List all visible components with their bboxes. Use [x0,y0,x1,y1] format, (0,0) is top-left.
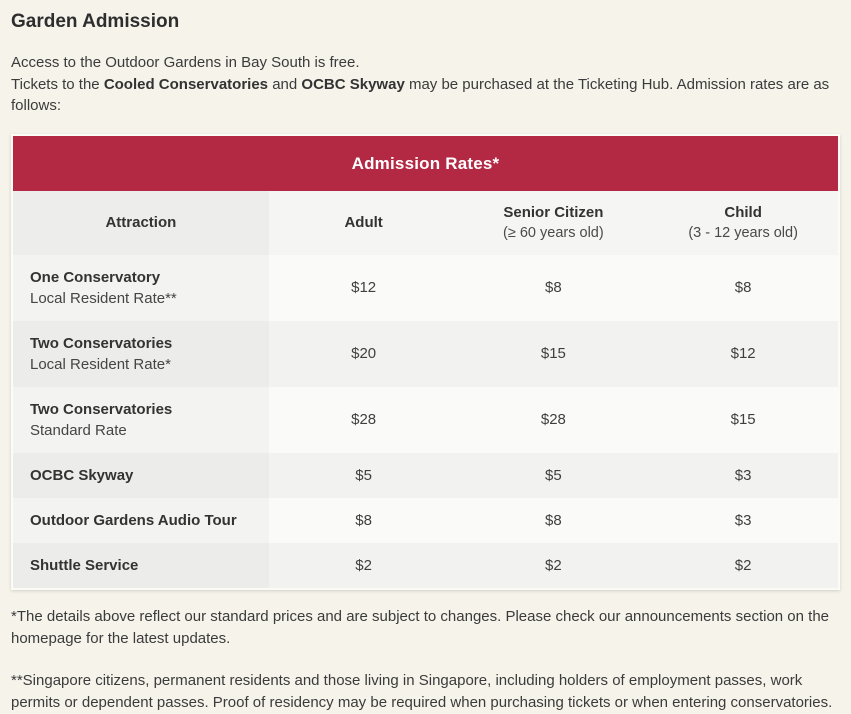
column-header-child: Child (3 - 12 years old) [648,190,838,255]
intro-bold-cooled-conservatories: Cooled Conservatories [103,75,269,93]
child-price-cell: $3 [648,497,838,543]
attraction-cell: Outdoor Gardens Audio Tour [13,497,269,543]
adult-price-cell: $2 [268,542,459,588]
adult-price-cell: $12 [268,254,459,321]
column-header-senior-citizen: Senior Citizen (≥ 60 years old) [458,190,649,255]
intro-line-1: Access to the Outdoor Gardens in Bay Sou… [11,54,360,71]
page-title: Garden Admission [11,11,180,32]
intro-paragraph: Access to the Outdoor Gardens in Bay Sou… [11,52,841,117]
footnote-residency: **Singapore citizens, permanent resident… [11,671,833,711]
intro-bold-ocbc-skyway: OCBC Skyway [301,75,405,93]
attraction-cell: OCBC Skyway [13,452,269,498]
senior-price-cell: $15 [458,320,649,387]
adult-price-cell: $20 [268,320,459,387]
intro-line-2: Tickets to the Cooled Conservatories and… [11,74,841,117]
senior-price-cell: $8 [458,254,649,321]
attraction-cell: Two Conservatories Standard Rate [13,386,269,453]
attraction-cell: Two Conservatories Local Resident Rate* [13,320,269,387]
table-row: One Conservatory Local Resident Rate** $… [13,254,838,321]
child-price-cell: $15 [648,386,838,453]
adult-price-cell: $28 [268,386,459,453]
child-price-cell: $8 [648,254,838,321]
child-price-cell: $3 [648,452,838,498]
table-row: Two Conservatories Standard Rate $28 $28… [13,386,838,453]
table-title-banner: Admission Rates* [13,135,838,191]
senior-price-cell: $8 [458,497,649,543]
attraction-cell: One Conservatory Local Resident Rate** [13,254,269,321]
table-header-row: Attraction Adult Senior Citizen (≥ 60 ye… [13,190,838,255]
child-price-cell: $12 [648,320,838,387]
adult-price-cell: $5 [268,452,459,498]
rates-table: Attraction Adult Senior Citizen (≥ 60 ye… [13,190,838,588]
column-header-attraction: Attraction [13,190,269,255]
table-row: OCBC Skyway $5 $5 $3 [13,452,838,498]
column-header-adult: Adult [268,190,459,255]
intro-line-2-pre: Tickets to the [11,75,104,93]
child-price-cell: $2 [648,542,838,588]
footnote-standard-prices: *The details above reflect our standard … [11,607,829,647]
table-row: Two Conservatories Local Resident Rate* … [13,320,838,387]
senior-price-cell: $2 [458,542,649,588]
adult-price-cell: $8 [268,497,459,543]
attraction-cell: Shuttle Service [13,542,269,588]
intro-line-2-mid: and [268,75,302,93]
intro-line-2-post: may be purchased at the Ticketing Hub. A… [11,75,830,115]
senior-price-cell: $5 [458,452,649,498]
table-row: Shuttle Service $2 $2 $2 [13,542,838,588]
table-row: Outdoor Gardens Audio Tour $8 $8 $3 [13,497,838,543]
admission-rates-table: Admission Rates* Attraction Adult Senio [11,133,840,590]
senior-price-cell: $28 [458,386,649,453]
